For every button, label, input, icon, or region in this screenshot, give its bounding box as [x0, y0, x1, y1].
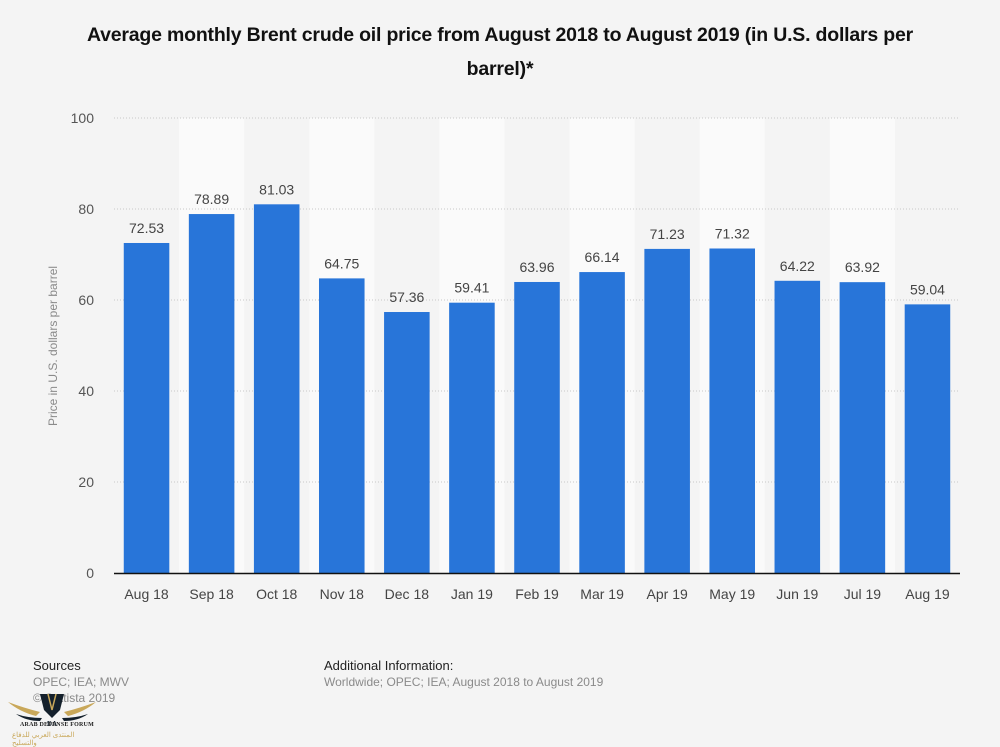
data-label: 57.36 [389, 289, 424, 305]
y-tick-labels: 0 20 40 60 80 100 [71, 110, 95, 581]
x-tick-label: Aug 19 [905, 586, 950, 602]
y-tick-label: 60 [78, 292, 94, 308]
watermark-logo: DA ARAB DEFENSE FORUM المنتدى العربي للد… [4, 688, 100, 747]
x-tick-label: Dec 18 [385, 586, 430, 602]
x-tick-label: May 19 [709, 586, 755, 602]
x-tick-label: Feb 19 [515, 586, 559, 602]
bar[interactable] [839, 282, 886, 573]
bar[interactable] [514, 281, 560, 573]
bar[interactable] [644, 248, 690, 573]
bar[interactable] [123, 242, 170, 573]
x-tick-label: Nov 18 [320, 586, 365, 602]
data-label: 71.23 [650, 226, 685, 242]
y-tick-label: 0 [86, 565, 94, 581]
additional-info-heading: Additional Information: [324, 658, 454, 673]
bar-chart: 72.53 78.89 81.03 64.75 57.36 59.41 63.96 66.14… [46, 110, 960, 602]
wings-emblem-icon: DA [8, 693, 96, 728]
x-tick-label: Jul 19 [844, 586, 882, 602]
chart-title: Average monthly Brent crude oil price fr… [86, 24, 914, 80]
data-label: 59.41 [454, 280, 489, 296]
bars [123, 204, 951, 573]
bar[interactable] [318, 278, 365, 573]
data-label: 81.03 [259, 181, 294, 197]
x-tick-label: Jun 19 [776, 586, 818, 602]
data-label: 66.14 [585, 249, 620, 265]
x-tick-label: Mar 19 [580, 586, 624, 602]
data-label: 72.53 [129, 220, 164, 236]
data-label: 64.22 [780, 258, 815, 274]
data-label: 78.89 [194, 191, 229, 207]
watermark-name: ARAB DEFENSE FORUM [20, 722, 94, 728]
bar[interactable] [449, 302, 495, 573]
bar[interactable] [384, 312, 430, 573]
y-axis-label: Price in U.S. dollars per barrel [46, 266, 60, 426]
bar[interactable] [904, 304, 951, 573]
bar[interactable] [709, 248, 756, 573]
x-tick-label: Apr 19 [647, 586, 688, 602]
x-tick-label: Oct 18 [256, 586, 297, 602]
additional-info-text: Worldwide; OPEC; IEA; August 2018 to Aug… [324, 675, 604, 689]
y-tick-label: 20 [78, 474, 94, 490]
x-tick-label: Sep 18 [189, 586, 234, 602]
data-label: 63.96 [519, 259, 554, 275]
x-tick-label: Jan 19 [451, 586, 493, 602]
bar[interactable] [188, 214, 235, 573]
y-tick-label: 40 [78, 383, 94, 399]
data-label: 64.75 [324, 255, 359, 271]
sources-heading: Sources [33, 658, 81, 673]
watermark-logo-text: DA [47, 720, 57, 728]
additional-info-section: Additional Information: Worldwide; OPEC;… [324, 658, 603, 690]
y-tick-label: 80 [78, 201, 94, 217]
data-label: 71.32 [715, 225, 750, 241]
bar[interactable] [774, 280, 821, 573]
watermark-arabic-name: المنتدى العربي للدفاع والتسليح [12, 732, 75, 747]
bar[interactable] [579, 272, 625, 573]
data-label: 63.92 [845, 259, 880, 275]
x-tick-label: Aug 18 [124, 586, 169, 602]
x-tick-labels: Aug 18 Sep 18 Oct 18 Nov 18 Dec 18 Jan 19 Feb … [124, 586, 950, 602]
bar[interactable] [253, 204, 300, 573]
data-labels: 72.53 78.89 81.03 64.75 57.36 59.41 63.96 66.14… [129, 181, 945, 305]
data-label: 59.04 [910, 281, 945, 297]
y-tick-label: 100 [71, 110, 95, 126]
sources-line: OPEC; IEA; MWV [33, 675, 130, 689]
